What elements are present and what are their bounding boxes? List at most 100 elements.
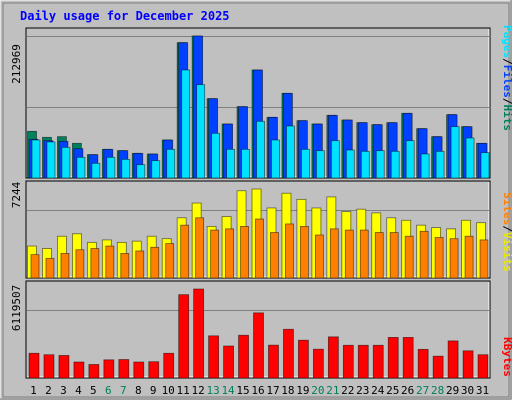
bar-pages-day-5 <box>91 163 100 178</box>
bar-sites-day-26 <box>405 236 414 278</box>
bar-pages-day-14 <box>226 149 235 178</box>
bar-sites-day-15 <box>240 226 249 278</box>
bar-pages-day-22 <box>346 149 355 178</box>
x-axis-day-labels: 1 2 3 4 5 6 7 8 9 10 11 12 13 14 15 16 17 18 19 20 21 22 23 24 2… <box>30 384 489 397</box>
x-tick-label-day-5: 5 <box>90 384 97 397</box>
bar-kbytes-day-14 <box>223 346 234 378</box>
bar-pages-day-16 <box>256 121 265 178</box>
bar-sites-day-6 <box>105 246 114 278</box>
bar-pages-day-7 <box>121 159 130 178</box>
bar-files-day-15 <box>238 106 248 178</box>
panel-kbytes <box>25 280 491 379</box>
x-tick-label-day-15: 15 <box>236 384 249 397</box>
x-tick-label-day-3: 3 <box>60 384 67 397</box>
bar-kbytes-day-21 <box>328 336 339 378</box>
bar-kbytes-day-20 <box>313 349 324 378</box>
bar-files-day-25 <box>388 122 398 178</box>
x-tick-label-day-10: 10 <box>162 384 175 397</box>
x-tick-label-day-28: 28 <box>431 384 444 397</box>
bar-sites-day-22 <box>345 230 354 278</box>
y-max-label-visits-panel: 7244 <box>10 181 23 208</box>
bar-kbytes-day-22 <box>343 345 354 378</box>
x-tick-label-day-21: 21 <box>326 384 339 397</box>
x-tick-label-day-4: 4 <box>75 384 82 397</box>
bar-kbytes-day-24 <box>373 345 384 378</box>
bar-pages-day-17 <box>271 139 280 178</box>
x-tick-label-day-27: 27 <box>416 384 429 397</box>
bar-kbytes-day-3 <box>58 355 69 378</box>
legend-kbytes: KBytes <box>501 337 512 377</box>
bar-sites-day-30 <box>465 236 474 278</box>
bar-pages-day-12 <box>196 84 205 178</box>
x-tick-label-day-12: 12 <box>192 384 205 397</box>
bar-pages-day-4 <box>76 157 85 178</box>
x-tick-label-day-31: 31 <box>476 384 489 397</box>
bar-sites-day-2 <box>45 258 54 278</box>
bar-sites-day-10 <box>165 243 174 278</box>
x-tick-label-day-7: 7 <box>120 384 127 397</box>
x-tick-label-day-19: 19 <box>296 384 309 397</box>
legend-hits-files-pages: Pages/Files/Hits <box>501 25 512 131</box>
legend-pages: Pages <box>501 25 512 58</box>
bar-kbytes-day-13 <box>208 335 219 378</box>
bar-pages-day-26 <box>406 140 415 178</box>
x-tick-label-day-11: 11 <box>177 384 190 397</box>
x-tick-label-day-9: 9 <box>150 384 157 397</box>
bar-kbytes-day-1 <box>29 353 39 378</box>
bar-pages-day-13 <box>211 133 220 178</box>
bar-pages-day-19 <box>301 149 310 178</box>
bar-pages-day-25 <box>391 151 400 178</box>
panel-hits-files-pages <box>25 27 491 179</box>
bar-kbytes-day-2 <box>43 354 54 378</box>
bar-sites-day-23 <box>360 230 369 278</box>
x-tick-label-day-17: 17 <box>266 384 279 397</box>
bar-kbytes-day-30 <box>463 350 474 378</box>
bar-sites-day-5 <box>90 248 99 278</box>
bar-kbytes-day-5 <box>88 364 99 378</box>
x-tick-label-day-23: 23 <box>356 384 369 397</box>
legend-sites: Sites <box>501 192 512 225</box>
bar-pages-day-9 <box>151 160 160 178</box>
x-tick-label-day-29: 29 <box>446 384 459 397</box>
bar-files-day-23 <box>358 122 368 178</box>
x-tick-label-day-14: 14 <box>221 384 235 397</box>
bar-sites-day-20 <box>315 234 324 278</box>
bar-kbytes-day-15 <box>238 335 249 378</box>
x-tick-label-day-2: 2 <box>45 384 52 397</box>
legend-files: Files <box>501 65 512 98</box>
bar-pages-day-8 <box>136 164 145 178</box>
x-tick-label-day-8: 8 <box>135 384 142 397</box>
bar-pages-day-27 <box>421 153 430 178</box>
bar-sites-day-16 <box>255 219 264 278</box>
legend-separator: / <box>501 58 512 65</box>
bar-pages-day-6 <box>106 157 115 178</box>
bar-pages-day-15 <box>241 149 250 178</box>
bar-sites-day-24 <box>375 232 384 278</box>
legend-separator: / <box>501 98 512 105</box>
bar-pages-day-2 <box>46 141 55 178</box>
legend-separator: / <box>501 225 512 232</box>
bar-sites-day-19 <box>300 226 309 278</box>
bar-kbytes-day-7 <box>118 359 129 378</box>
bar-pages-day-24 <box>376 150 385 178</box>
bar-kbytes-day-6 <box>103 359 114 378</box>
x-tick-label-day-6: 6 <box>105 384 112 397</box>
bar-kbytes-day-27 <box>418 349 429 378</box>
bar-sites-day-18 <box>285 223 294 278</box>
bar-sites-day-17 <box>270 232 279 278</box>
x-tick-label-day-16: 16 <box>251 384 264 397</box>
bar-pages-day-20 <box>316 150 325 178</box>
x-tick-label-day-20: 20 <box>311 384 324 397</box>
bar-kbytes-day-4 <box>73 362 84 378</box>
bar-pages-day-11 <box>181 69 190 178</box>
bar-kbytes-day-28 <box>433 356 444 378</box>
bar-files-day-22 <box>343 119 353 178</box>
bar-kbytes-day-11 <box>178 294 189 378</box>
bar-pages-day-3 <box>61 147 70 178</box>
bar-sites-day-27 <box>420 231 429 278</box>
bar-sites-day-31 <box>480 239 489 278</box>
bar-kbytes-day-10 <box>163 353 174 378</box>
bar-sites-day-1 <box>31 254 39 278</box>
x-tick-label-day-22: 22 <box>341 384 354 397</box>
